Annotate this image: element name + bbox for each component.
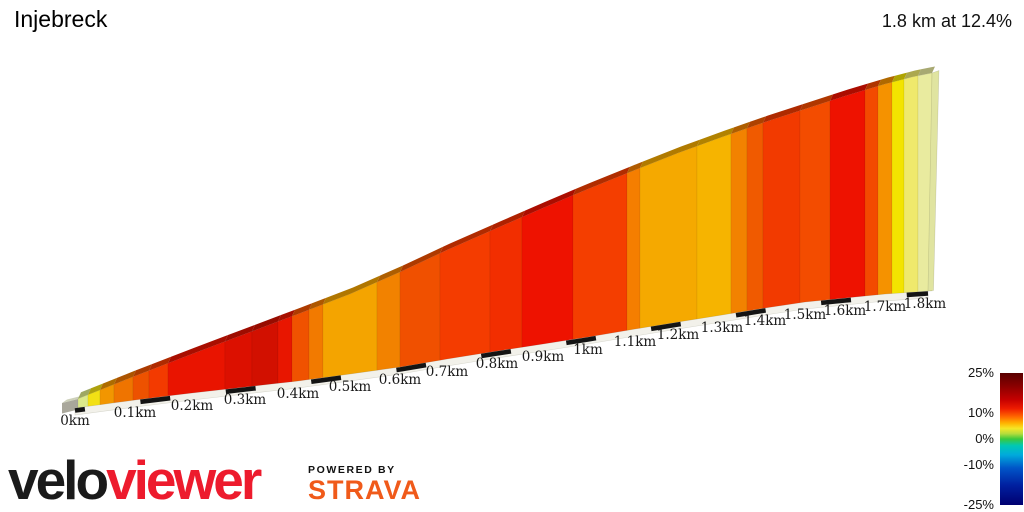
segment-bevel-12 [323,275,380,305]
gradient-segment-13 [376,271,401,371]
gradient-segment-20 [639,145,698,329]
gradient-segment-21 [696,133,732,320]
strava-attribution: POWERED BY STRAVA [308,464,421,505]
segment-bevel-25 [800,94,833,111]
legend-label-neg10: -10% [963,457,994,473]
segment-bevel-13 [377,265,403,283]
segment-bevel-4 [133,364,152,377]
legend-label-25: 25% [967,365,994,380]
gradient-segment-27 [864,85,879,297]
powered-by-label: POWERED BY [308,464,396,476]
segment-bevel-17 [522,188,576,218]
distance-label-0.5km: 0.5km [329,379,372,395]
distance-label-1.6km: 1.6km [824,303,867,319]
segment-bevel-14 [400,246,443,272]
segment-bevel-2 [100,377,117,390]
segment-bevel-11 [309,297,326,310]
segment-bevel-26 [830,83,868,101]
gradient-segment-9 [277,315,293,384]
gradient-segment-11 [308,303,324,380]
distance-label-0.7km: 0.7km [426,364,469,380]
segment-bevel-19 [627,161,643,174]
distance-label-1km: 1km [573,342,603,358]
segment-bevel-0 [78,388,91,399]
distance-label-0.4km: 0.4km [277,386,320,402]
logo-viewer: viewer [106,449,262,511]
segment-bevel-10 [292,303,312,317]
distance-labels: 0km 0.1km 0.2km 0.3km 0.4km 0.5km 0.6km 0.7km 0.… [60,296,946,429]
gradient-segment-15 [439,230,491,361]
segment-bevel-20 [640,139,700,168]
gradient-segment-29 [891,78,905,294]
segment-bevel-7 [225,324,255,342]
segment-bevel-29 [892,72,907,83]
segment-bevel-24 [763,104,803,123]
gradient-segment-28 [877,81,893,296]
distance-label-1.1km: 1.1km [614,334,657,350]
legend-label-neg25: -25% [963,497,994,512]
gradient-segment-18 [572,172,628,340]
distance-label-1.7km: 1.7km [864,299,907,315]
distance-label-0.3km: 0.3km [224,392,267,408]
gradient-segment-25 [799,100,831,304]
segment-bevel-28 [878,75,895,87]
gradient-segment-30 [903,75,919,294]
legend-label-0: 0% [975,431,994,446]
gradient-segment-14 [399,252,441,368]
gradient-legend-colorbar [1000,373,1023,505]
distance-label-1.2km: 1.2km [657,327,700,343]
segment-bevel-22 [731,121,750,134]
gradient-segment-10 [291,309,310,383]
gradient-segment-16 [489,216,523,353]
segment-bevel-8 [252,315,281,332]
segment-bevel-1 [88,383,103,395]
gradient-segment-26 [829,89,866,300]
gradient-segment-23 [746,122,764,312]
distance-label-1.4km: 1.4km [744,313,787,329]
segment-bevel-31 [918,66,935,76]
distance-label-0.6km: 0.6km [379,372,422,388]
distance-dash-bar [74,291,929,413]
logo-velo: velo [8,449,109,511]
distance-label-1.8km: 1.8km [904,296,947,312]
legend-label-10: 10% [967,404,994,420]
gradient-segment-22 [730,127,748,314]
gradient-segment-8 [251,320,279,387]
page-title: Injebreck [14,6,108,32]
distance-label-0.9km: 0.9km [522,349,565,365]
segment-bevel-5 [149,356,171,371]
segment-bevel-16 [490,210,525,232]
distance-label-0.8km: 0.8km [476,356,519,372]
segment-bevel-27 [865,79,881,90]
gradient-segment-17 [521,194,574,348]
segment-bevel-3 [114,370,136,385]
distance-label-0km: 0km [60,413,90,429]
profile-end-face [927,70,940,292]
veloviewer-logo: veloviewer POWERED BY STRAVA [8,449,420,512]
segment-bevel-30 [904,69,921,80]
climb-summary: 1.8 km at 12.4% [881,11,1012,31]
segment-bevel-9 [278,309,295,322]
segment-bevel-18 [573,166,630,196]
segment-bevel-6 [168,335,228,364]
profile-start-cap-top [62,395,83,403]
gradient-segment-7 [224,330,253,390]
distance-label-1.5km: 1.5km [784,307,827,323]
segment-bevel-23 [747,116,766,129]
distance-label-0.1km: 0.1km [114,405,157,421]
distance-label-1.3km: 1.3km [701,320,744,336]
distance-label-0.2km: 0.2km [171,398,214,414]
segment-bevel-21 [697,127,734,147]
gradient-segment-24 [762,110,801,309]
segment-bevel-15 [440,224,493,254]
profile-start-cap-front [62,399,78,414]
strava-logo: STRAVA [308,475,421,505]
gradient-segment-19 [626,167,641,331]
